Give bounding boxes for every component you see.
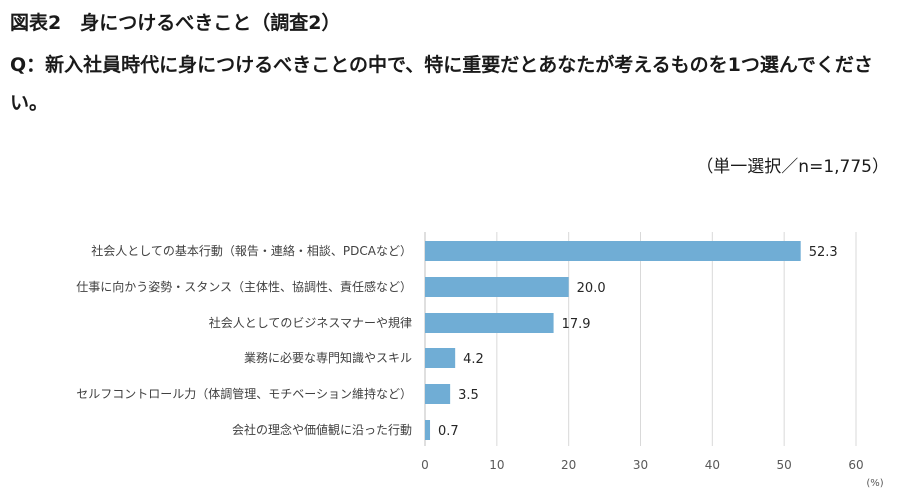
x-tick-label-20: 20	[561, 458, 576, 472]
chart-title: 図表2 身につけるべきこと（調査2）	[10, 12, 341, 34]
category-labels: 社会人としての基本行動（報告・連絡・相談、PDCAなど） 仕事に向かう姿勢・スタン…	[76, 243, 412, 437]
x-tick-label-30: 30	[633, 458, 648, 472]
x-tick-label-0: 0	[421, 458, 429, 472]
value-label-3: 17.9	[562, 317, 591, 332]
category-label-6: 会社の理念や価値観に沿った行動	[232, 422, 412, 437]
category-label-5: セルフコントロール力（体調管理、モチベーション維持など）	[76, 386, 412, 401]
bar-4	[425, 348, 456, 368]
x-tick-label-50: 50	[777, 458, 792, 472]
category-label-1: 社会人としての基本行動（報告・連絡・相談、PDCAなど）	[91, 243, 412, 258]
gridlines	[424, 232, 857, 446]
value-label-6: 0.7	[438, 424, 459, 439]
bars	[425, 241, 801, 440]
x-axis-unit-label: (%)	[866, 478, 883, 489]
value-label-2: 20.0	[577, 281, 606, 296]
bar-3	[425, 313, 554, 333]
category-label-2: 仕事に向かう姿勢・スタンス（主体性、協調性、責任感など）	[76, 279, 412, 294]
category-label-4: 業務に必要な専門知識やスキル	[244, 351, 412, 365]
x-axis-ticks: 0 10 20 30 40 50 60	[421, 458, 863, 472]
bar-2	[425, 277, 569, 297]
bar-1	[425, 241, 801, 261]
survey-question: Q：新入社員時代に身につけるべきことの中で、特に重要だとあなたが考えるものを1つ…	[10, 54, 873, 114]
value-label-5: 3.5	[458, 388, 479, 403]
sample-size-note: （単一選択／n=1,775）	[696, 157, 889, 177]
category-label-3: 社会人としてのビジネスマナーや規律	[209, 315, 412, 330]
x-tick-label-10: 10	[489, 458, 504, 472]
value-label-1: 52.3	[809, 245, 838, 260]
value-label-4: 4.2	[463, 352, 484, 367]
x-tick-label-60: 60	[848, 458, 863, 472]
x-tick-label-40: 40	[705, 458, 720, 472]
bar-5	[425, 384, 451, 404]
bar-6	[425, 420, 431, 440]
value-labels: 52.3 20.0 17.9 4.2 3.5 0.7	[438, 245, 838, 439]
